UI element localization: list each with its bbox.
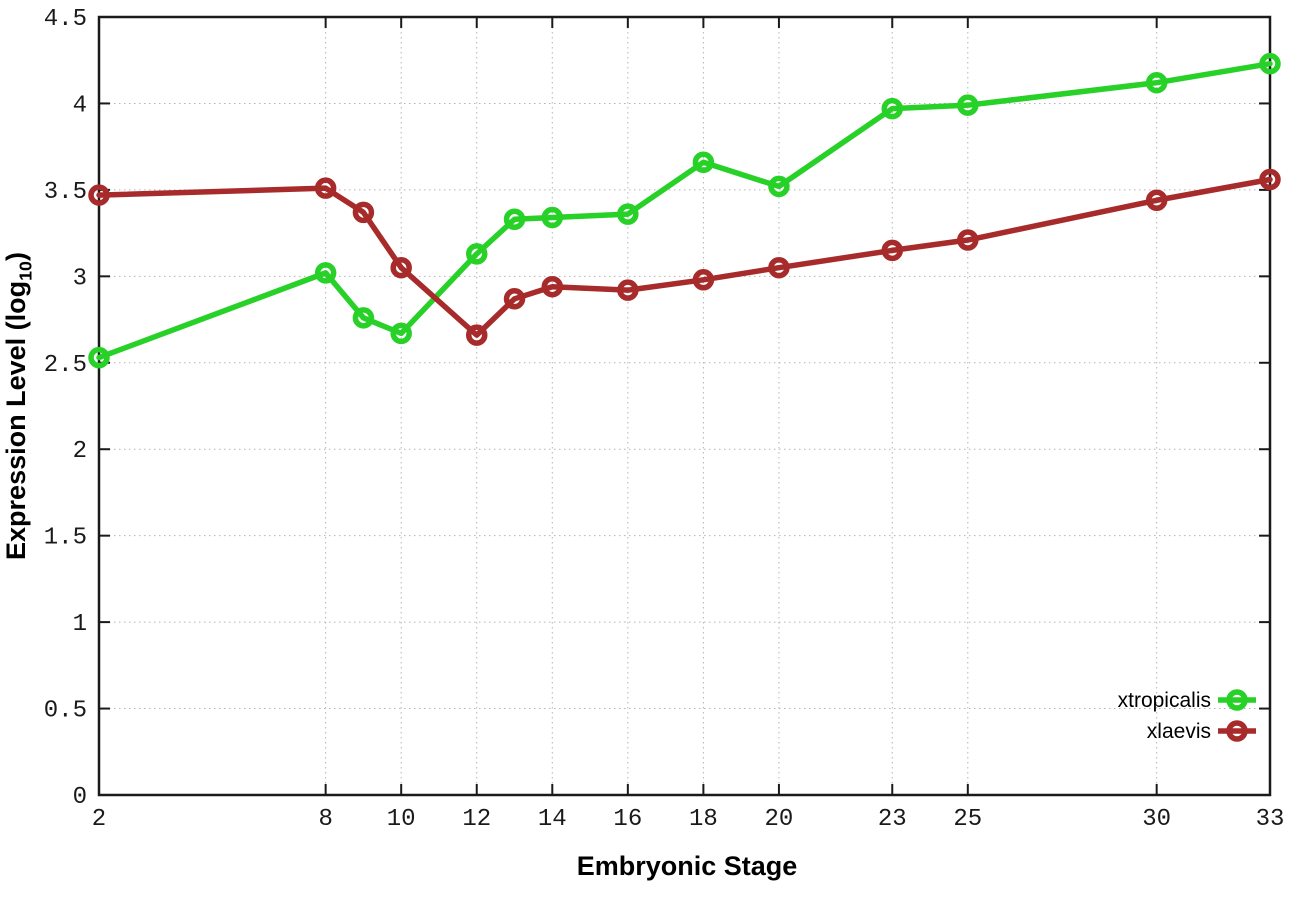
x-tick-label-23: 23 (878, 806, 907, 833)
y-axis-title-subscript: 10 (15, 261, 36, 281)
y-axis-title-text: Expression Level (log (1, 280, 31, 560)
data-point-xtropicalis-12 (465, 243, 488, 265)
x-tick-label-33: 33 (1256, 806, 1285, 833)
x-tick-label-12: 12 (462, 806, 491, 833)
data-point-xtropicalis-33 (1259, 52, 1281, 75)
x-tick-label-2: 2 (92, 806, 106, 833)
data-point-xlaevis-9 (352, 201, 375, 224)
data-point-xtropicalis-2 (88, 346, 110, 369)
data-point-xtropicalis-13 (503, 208, 526, 231)
data-point-xtropicalis-25 (957, 94, 979, 116)
data-point-xtropicalis-9 (352, 307, 375, 329)
x-tick-label-10: 10 (387, 806, 416, 833)
data-point-xlaevis-20 (768, 256, 790, 279)
y-tick-label-1.5: 1.5 (44, 525, 87, 552)
data-point-xlaevis-12 (465, 324, 488, 346)
x-tick-label-14: 14 (538, 806, 567, 833)
data-point-xlaevis-2 (88, 184, 110, 206)
y-tick-label-1: 1 (73, 611, 87, 638)
x-tick-label-25: 25 (953, 806, 982, 833)
legend-label-xtropicalis: xtropicalis (1118, 689, 1211, 712)
y-tick-label-2: 2 (73, 438, 87, 465)
data-point-xlaevis-13 (503, 288, 526, 310)
y-tick-label-0.5: 0.5 (44, 698, 87, 725)
data-point-xtropicalis-10 (390, 322, 412, 345)
legend-label-xlaevis: xlaevis (1147, 720, 1211, 743)
x-axis-title: Embryonic Stage (576, 851, 798, 881)
data-point-xtropicalis-20 (768, 175, 790, 198)
data-point-xlaevis-30 (1145, 189, 1168, 212)
y-tick-label-3: 3 (73, 265, 87, 292)
legend-marker-xlaevis (1226, 720, 1248, 742)
x-tick-label-20: 20 (765, 806, 794, 833)
plot-border (97, 15, 1272, 797)
series-line-xlaevis (96, 176, 1273, 338)
data-point-xlaevis-18 (692, 269, 715, 291)
data-point-xlaevis-23 (881, 239, 904, 262)
y-tick-label-4.5: 4.5 (44, 6, 87, 33)
y-axis-title-close: ) (1, 252, 31, 262)
x-tick-label-18: 18 (689, 806, 718, 833)
data-point-xlaevis-33 (1259, 168, 1281, 191)
data-point-xtropicalis-18 (692, 151, 715, 173)
data-point-xlaevis-10 (390, 256, 412, 279)
legend-marker-xtropicalis (1226, 689, 1248, 711)
x-tick-label-30: 30 (1142, 806, 1171, 833)
data-point-xtropicalis-16 (617, 203, 639, 225)
data-point-xlaevis-16 (617, 279, 639, 301)
y-tick-label-2.5: 2.5 (44, 352, 87, 379)
x-tick-label-8: 8 (318, 806, 332, 833)
x-tick-label-16: 16 (613, 806, 642, 833)
data-point-xtropicalis-30 (1145, 71, 1168, 94)
data-point-xtropicalis-23 (881, 97, 904, 120)
y-tick-label-3.5: 3.5 (44, 179, 87, 206)
data-point-xlaevis-25 (957, 229, 979, 251)
y-tick-label-4: 4 (73, 92, 87, 119)
y-tick-label-0: 0 (73, 784, 87, 811)
data-point-xtropicalis-14 (541, 206, 564, 229)
data-point-xtropicalis-8 (314, 262, 337, 284)
y-axis-title: Expression Level (log10) (0, 206, 36, 606)
data-point-xlaevis-8 (314, 177, 337, 199)
data-point-xlaevis-14 (541, 275, 564, 298)
